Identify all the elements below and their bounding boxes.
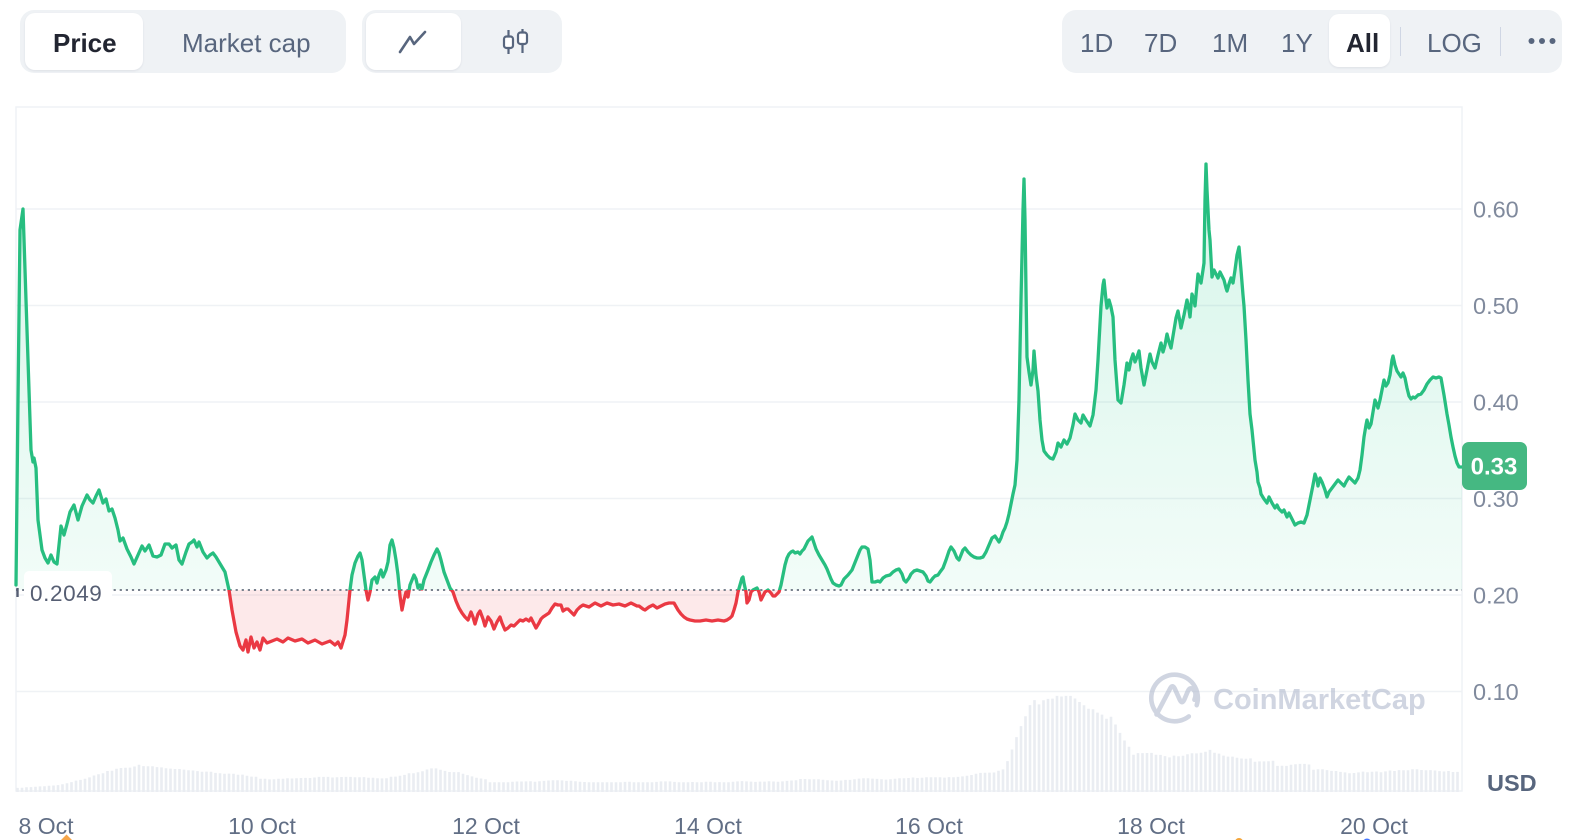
svg-text:0.10: 0.10 <box>1473 679 1519 705</box>
svg-text:0.33: 0.33 <box>1471 454 1518 481</box>
svg-text:0.50: 0.50 <box>1473 293 1519 319</box>
svg-text:0.20: 0.20 <box>1473 583 1519 609</box>
svg-text:10 Oct: 10 Oct <box>228 813 296 839</box>
svg-text:USD: USD <box>1487 770 1537 796</box>
svg-text:0.2049: 0.2049 <box>30 581 102 606</box>
svg-text:14 Oct: 14 Oct <box>674 813 742 839</box>
svg-text:18 Oct: 18 Oct <box>1117 813 1185 839</box>
svg-text:8 Oct: 8 Oct <box>19 813 75 839</box>
svg-text:16 Oct: 16 Oct <box>895 813 963 839</box>
svg-text:20 Oct: 20 Oct <box>1340 813 1408 839</box>
svg-text:0.40: 0.40 <box>1473 390 1519 416</box>
svg-text:12 Oct: 12 Oct <box>452 813 520 839</box>
svg-text:CoinMarketCap: CoinMarketCap <box>1213 684 1426 716</box>
svg-text:0.30: 0.30 <box>1473 486 1519 512</box>
svg-text:0.60: 0.60 <box>1473 197 1519 223</box>
